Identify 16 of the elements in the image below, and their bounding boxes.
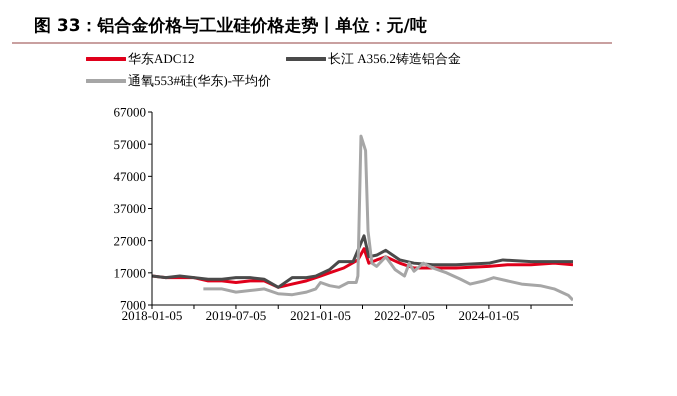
y-tick-label: 37000	[114, 201, 146, 216]
y-tick-label: 17000	[114, 265, 146, 280]
y-tick-label: 57000	[114, 136, 146, 152]
y-tick-label: 27000	[114, 233, 146, 248]
legend-label: 长江 A356.2铸造铝合金	[328, 50, 461, 68]
x-tick-label: 2022-07-05	[374, 308, 435, 324]
line-series	[152, 234, 573, 289]
line-series	[202, 134, 573, 302]
y-tick-label: 47000	[114, 168, 146, 184]
legend-label: 通氧553#硅(华东)-平均价	[128, 72, 271, 90]
legend-label: 华东ADC12	[128, 50, 194, 68]
x-tick-label: 2024-01-05	[458, 308, 520, 324]
x-tick-label: 2019-07-05	[206, 308, 266, 324]
x-tick-label: 2021-01-05	[290, 308, 351, 324]
y-tick-label: 67000	[114, 104, 146, 120]
chart-title: 图 33：铝合金价格与工业硅价格走势丨单位：元/吨	[34, 15, 428, 38]
